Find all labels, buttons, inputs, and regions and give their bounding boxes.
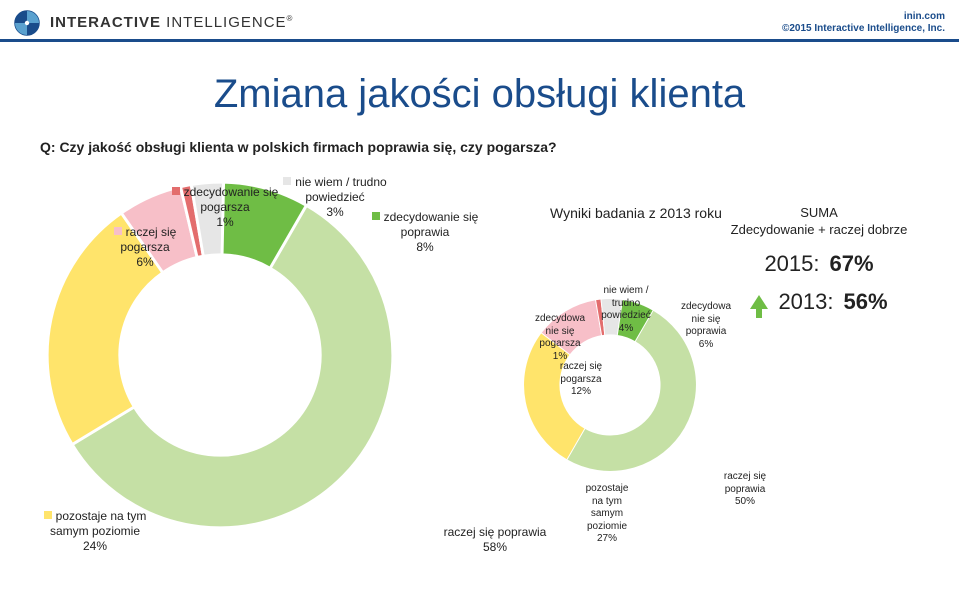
brand-word-bold: INTERACTIVE xyxy=(50,14,161,31)
header-right: inin.com ©2015 Interactive Intelligence,… xyxy=(782,11,945,35)
legend-swatch-icon xyxy=(372,212,380,220)
header-copyright: ©2015 Interactive Intelligence, Inc. xyxy=(782,23,945,35)
slice-label: raczej siępoprawia50% xyxy=(710,471,780,509)
slice-label: nie wiem /trudnopowiedzieć4% xyxy=(586,285,666,335)
page-title: Zmiana jakości obsługi klienta xyxy=(0,72,959,117)
legend-swatch-icon xyxy=(172,187,180,195)
slice-label: raczej siępogarsza6% xyxy=(100,225,190,270)
legend-swatch-icon xyxy=(114,227,122,235)
slice-label: raczej się poprawia58% xyxy=(420,525,570,555)
summary-heading1: SUMA xyxy=(719,205,919,222)
header-url: inin.com xyxy=(782,11,945,23)
summary-year-2015: 2015: xyxy=(764,251,819,277)
summary-row-2013: 2013: 56% xyxy=(719,289,919,315)
subtitle-2013: Wyniki badania z 2013 roku xyxy=(550,205,722,221)
summary-year-2013: 2013: xyxy=(778,289,833,315)
slice-label: pozostajena tymsamympoziomie27% xyxy=(572,483,642,546)
brand-text: INTERACTIVE INTELLIGENCE® xyxy=(50,14,293,31)
slice-label: pozostaje na tymsamym poziomie24% xyxy=(30,509,160,554)
summary-heading2: Zdecydowanie + raczej dobrze xyxy=(719,222,919,239)
brand-suffix: ® xyxy=(287,14,294,23)
brand-logo-icon xyxy=(14,10,40,36)
question-text: Q: Czy jakość obsługi klienta w polskich… xyxy=(40,139,959,155)
donut-main-wrap: raczej się poprawia58%pozostaje na tymsa… xyxy=(40,175,400,535)
slice-label: raczej siępogarsza12% xyxy=(546,361,616,399)
summary-row-2015: 2015: 67% xyxy=(719,251,919,277)
brand-word-light: INTELLIGENCE xyxy=(161,14,287,31)
summary-value-2013: 56% xyxy=(844,289,888,315)
legend-swatch-icon xyxy=(283,177,291,185)
brand: INTERACTIVE INTELLIGENCE® xyxy=(14,10,293,36)
slice-label: zdecydowanie siępoprawia8% xyxy=(360,210,490,255)
summary-box: SUMA Zdecydowanie + raczej dobrze 2015: … xyxy=(719,205,919,315)
summary-value-2015: 67% xyxy=(830,251,874,277)
arrow-up-icon xyxy=(750,295,768,309)
header: INTERACTIVE INTELLIGENCE® inin.com ©2015… xyxy=(0,0,959,42)
donut-small-wrap: raczej siępoprawia50%pozostajena tymsamy… xyxy=(520,295,700,475)
legend-swatch-icon xyxy=(44,511,52,519)
content-area: raczej się poprawia58% pozostaje na tymsa… xyxy=(0,155,959,565)
